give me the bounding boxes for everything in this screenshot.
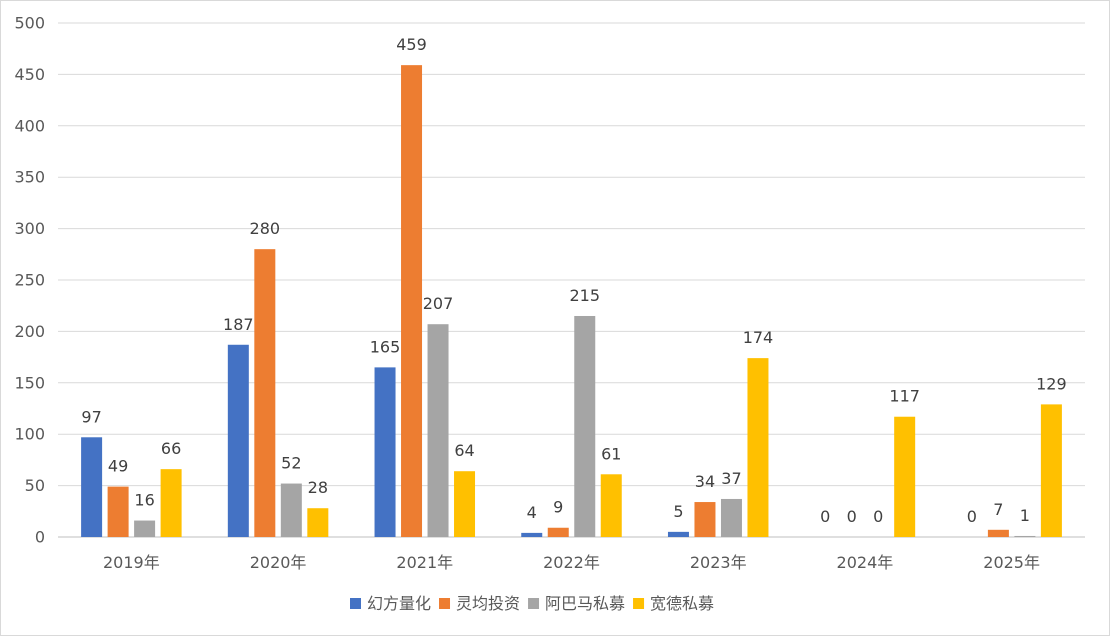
y-axis-ticks: 0 50 100 150 200 250 300 350 400 450 500 [14, 14, 45, 547]
data-label: 174 [743, 328, 774, 347]
bar [547, 527, 569, 537]
y-tick-label: 250 [14, 271, 45, 290]
bar [894, 416, 916, 537]
data-label: 0 [820, 507, 830, 526]
bar [1014, 535, 1036, 537]
bar [134, 520, 156, 537]
data-label: 9 [553, 498, 563, 517]
data-label: 64 [454, 441, 474, 460]
data-label: 34 [695, 472, 715, 491]
x-tick-label: 2021年 [396, 553, 453, 572]
bar [574, 315, 596, 537]
data-label: 129 [1036, 374, 1067, 393]
y-tick-label: 200 [14, 322, 45, 341]
data-label: 459 [396, 35, 427, 54]
data-label: 117 [889, 387, 920, 406]
x-tick-label: 2020年 [250, 553, 307, 572]
data-label: 215 [569, 286, 600, 305]
legend-label: 幻方量化 [367, 594, 431, 613]
data-label: 1 [1020, 506, 1030, 525]
data-label: 52 [281, 454, 301, 473]
bar [600, 474, 622, 537]
bar [454, 471, 476, 537]
legend: 幻方量化 灵均投资 阿巴马私募 宽德私募 [350, 594, 714, 613]
data-label: 5 [673, 502, 683, 521]
bar [227, 344, 249, 537]
y-tick-label: 300 [14, 219, 45, 238]
data-label: 37 [721, 469, 741, 488]
bar [987, 529, 1009, 537]
data-label: 97 [81, 407, 101, 426]
y-tick-label: 0 [35, 528, 45, 547]
y-tick-label: 500 [14, 14, 45, 33]
bar [307, 508, 329, 537]
data-label: 49 [108, 457, 128, 476]
legend-label: 阿巴马私募 [545, 594, 625, 613]
bar [107, 486, 129, 537]
bar [160, 469, 182, 537]
data-label: 7 [993, 500, 1003, 519]
x-tick-label: 2025年 [983, 553, 1040, 572]
data-label: 165 [370, 337, 401, 356]
data-label: 61 [601, 444, 621, 463]
y-tick-label: 100 [14, 425, 45, 444]
y-tick-label: 350 [14, 168, 45, 187]
legend-label: 宽德私募 [650, 594, 714, 613]
legend-swatch [350, 598, 361, 609]
data-label: 28 [308, 478, 328, 497]
x-tick-label: 2019年 [103, 553, 160, 572]
data-label: 66 [161, 439, 181, 458]
bar [401, 65, 423, 537]
legend-swatch [528, 598, 540, 609]
data-label: 4 [527, 503, 537, 522]
data-label: 0 [847, 507, 857, 526]
gridlines [58, 22, 1085, 538]
y-tick-label: 450 [14, 65, 45, 84]
bar [1040, 404, 1062, 537]
legend-swatch [439, 598, 451, 609]
data-label: 16 [134, 491, 154, 510]
x-axis-ticks: 2019年 2020年 2021年 2022年 2023年 2024年 2025年 [103, 553, 1040, 572]
bar [427, 324, 449, 537]
x-tick-label: 2022年 [543, 553, 600, 572]
bar [374, 367, 396, 537]
bar [667, 531, 689, 537]
bar [720, 498, 742, 537]
bars [81, 65, 1062, 537]
y-tick-label: 400 [14, 116, 45, 135]
legend-swatch [633, 598, 645, 609]
x-tick-label: 2023年 [690, 553, 747, 572]
data-label: 0 [873, 507, 883, 526]
legend-label: 灵均投资 [456, 594, 520, 613]
data-label: 280 [250, 219, 281, 238]
bar [81, 437, 103, 537]
bar [254, 249, 276, 537]
y-tick-label: 50 [25, 476, 45, 495]
y-tick-label: 150 [14, 373, 45, 392]
bar [694, 502, 716, 537]
x-tick-label: 2024年 [837, 553, 894, 572]
data-label: 0 [967, 507, 977, 526]
data-label: 187 [223, 315, 254, 334]
data-label: 207 [423, 294, 454, 313]
bar [747, 358, 769, 537]
bar [280, 483, 302, 537]
bar [521, 532, 543, 537]
